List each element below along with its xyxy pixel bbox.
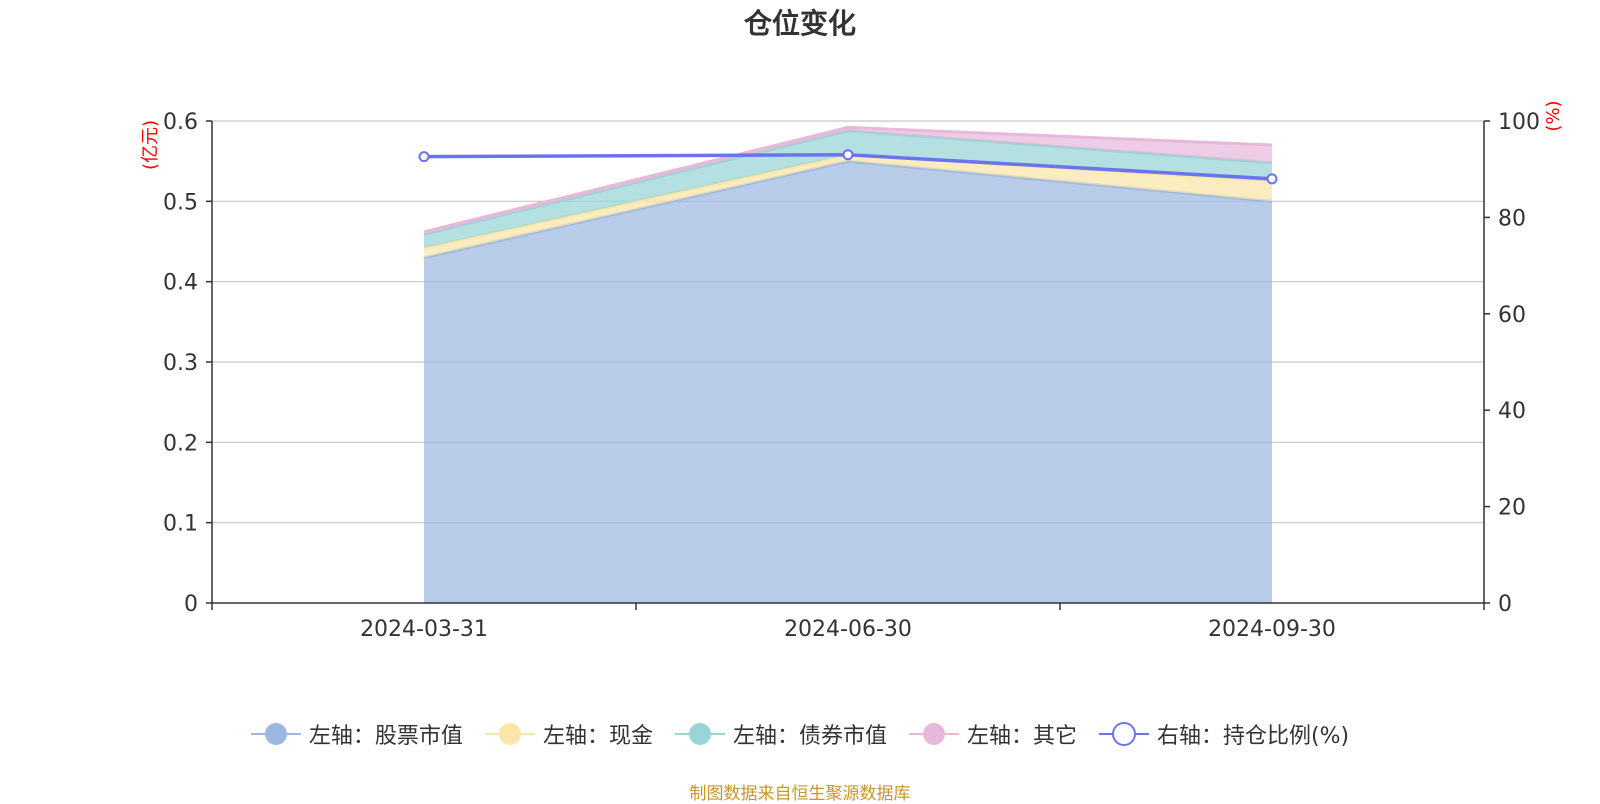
legend-symbol-icon [908,723,959,745]
legend-label: 右轴：持仓比例(%) [1156,724,1350,749]
right-axis-tick-label: 20 [1498,496,1526,521]
source-note: 制图数据来自恒生聚源数据库 [689,784,911,804]
area-左轴：股票市值 [424,161,1272,603]
right-axis-unit-label: (%) [1543,100,1564,131]
x-axis-tick-label: 2024-03-31 [360,617,488,642]
right-axis-tick-label: 100 [1498,110,1540,135]
right-axis-tick-label: 60 [1498,303,1526,328]
left-axis-tick-label: 0.3 [163,351,198,376]
left-axis-tick-label: 0.1 [163,512,198,537]
legend-symbol-icon [250,723,301,745]
line-point [842,149,854,161]
legend-item[interactable]: 左轴：债券市值 [674,718,887,750]
legend-item[interactable]: 左轴：现金 [484,718,653,750]
left-axis-tick-label: 0.2 [163,431,198,456]
legend-label: 左轴：其它 [966,724,1077,749]
line-point [418,151,430,163]
left-axis-unit-label: (亿元) [140,120,161,170]
left-axis-tick-label: 0.4 [163,271,198,296]
area-edge-左轴：其它 [423,125,1273,234]
line-point [1266,173,1278,185]
x-axis-tick-label: 2024-06-30 [784,617,912,642]
legend-symbol-icon [1098,722,1149,746]
legend-item[interactable]: 右轴：持仓比例(%) [1098,718,1350,750]
legend-label: 左轴：现金 [542,724,653,749]
x-axis-tick-label: 2024-09-30 [1208,617,1336,642]
chart-title: 仓位变化 [743,7,856,40]
right-axis-tick-label: 0 [1498,592,1512,617]
legend-label: 左轴：股票市值 [308,724,463,749]
legend-symbol-icon [674,723,725,745]
legend-symbol-icon [484,723,535,745]
right-axis-tick-label: 80 [1498,206,1526,231]
area-左轴：债券市值 [424,130,1272,248]
legend-label: 左轴：债券市值 [732,724,887,749]
left-axis-tick-label: 0.6 [163,110,198,135]
left-axis-tick-label: 0.5 [163,190,198,215]
right-axis-tick-label: 40 [1498,399,1526,424]
left-axis-tick-label: 0 [184,592,198,617]
chart-legend: 左轴：股票市值 左轴：现金 左轴：债券市值 左轴：其它 右轴：持仓比例(%) [0,718,1600,750]
legend-item[interactable]: 左轴：其它 [908,718,1077,750]
area-左轴：现金 [424,154,1272,258]
legend-item[interactable]: 左轴：股票市值 [250,718,463,750]
